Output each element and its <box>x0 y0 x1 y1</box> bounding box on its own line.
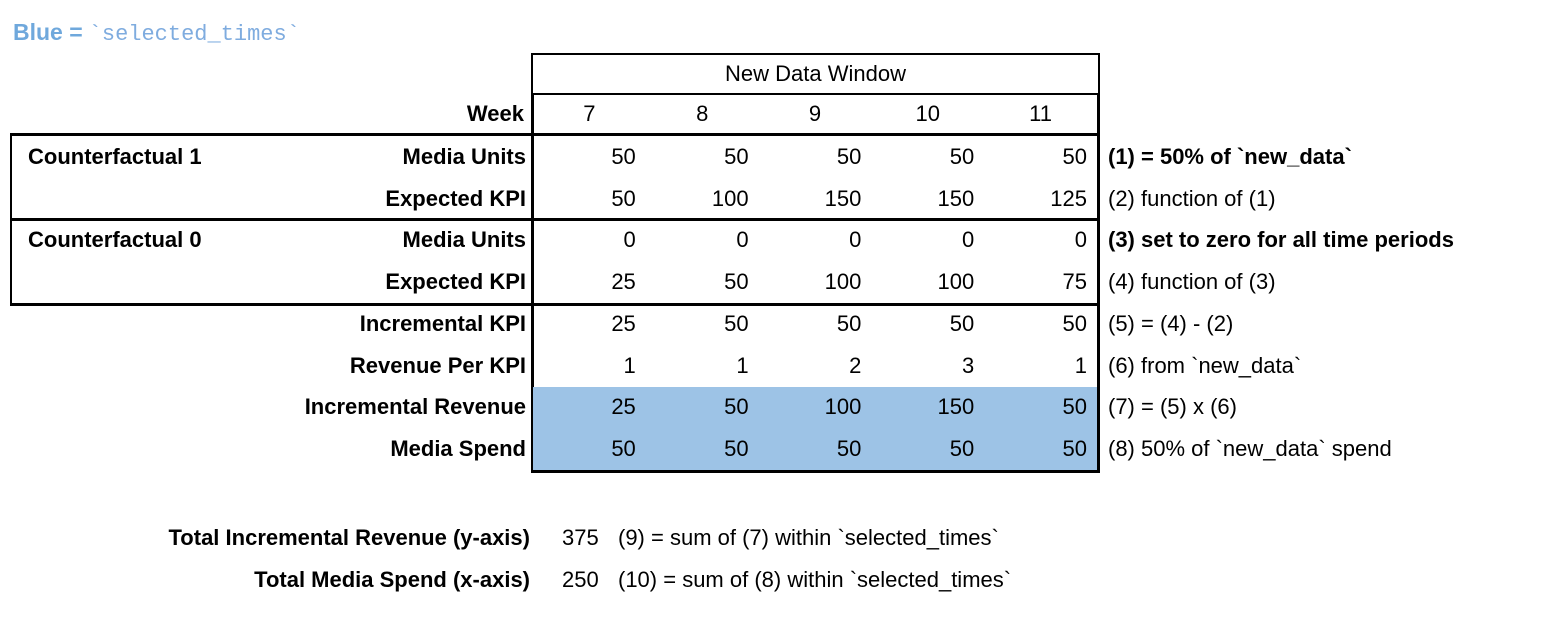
table-cell: 50 <box>724 310 749 336</box>
note-5: (5) = (4) - (2) <box>1108 310 1234 336</box>
table-cell-highlighted: 100 <box>758 386 872 429</box>
table-cell: 50 <box>1062 143 1087 169</box>
data-grid: 50 50 50 50 50 50 100 150 150 125 0 0 0 … <box>533 136 1097 470</box>
legend-label: Blue = <box>13 19 83 45</box>
table-cell: 1 <box>623 352 636 378</box>
table-cell: 125 <box>1050 185 1087 211</box>
legend-code-selected-times: `selected_times` <box>88 22 300 47</box>
week-cell: 9 <box>808 101 822 126</box>
table-cell: 150 <box>824 185 862 211</box>
table-cell-highlighted: 25 <box>533 386 646 429</box>
note-2: (2) function of (1) <box>1108 185 1276 211</box>
table-cell: 0 <box>849 227 862 253</box>
note-3: (3) set to zero for all time periods <box>1108 227 1454 253</box>
divider-line-counterfactuals <box>10 218 1100 221</box>
row-label-revenue-per-kpi: Revenue Per KPI <box>349 352 526 378</box>
table-cell: 25 <box>611 269 636 295</box>
row-labels: Media Units Expected KPI Media Units Exp… <box>0 136 526 470</box>
row-label-media-units-cf1: Media Units <box>402 143 526 169</box>
table-right-border <box>1097 95 1100 473</box>
note-6: (6) from `new_data` <box>1108 352 1302 378</box>
table-cell: 1 <box>1074 352 1087 378</box>
table-cell: 100 <box>937 269 975 295</box>
table-cell: 50 <box>724 143 749 169</box>
week-cell: 8 <box>696 101 709 126</box>
table-cell: 2 <box>849 352 862 378</box>
row-label-media-spend: Media Spend <box>390 436 526 462</box>
table-cell: 50 <box>611 185 636 211</box>
table-cell: 150 <box>937 185 975 211</box>
table-bottom-border <box>531 470 1100 473</box>
group-label-counterfactual-1: Counterfactual 1 <box>28 144 202 169</box>
row-label-incremental-revenue: Incremental Revenue <box>304 394 526 420</box>
total-media-spend-value: 250 <box>562 567 599 592</box>
table-cell: 25 <box>611 310 636 336</box>
table-cell: 1 <box>736 352 749 378</box>
week-cell: 11 <box>1029 101 1053 126</box>
note-4: (4) function of (3) <box>1108 269 1276 295</box>
table-cell: 50 <box>836 143 862 169</box>
note-7: (7) = (5) x (6) <box>1108 394 1237 420</box>
row-label-expected-kpi-cf1: Expected KPI <box>385 185 526 211</box>
row-label-incremental-kpi: Incremental KPI <box>359 310 526 336</box>
table-cell: 0 <box>736 227 749 253</box>
table-cell-highlighted: 50 <box>645 428 759 470</box>
table-cell: 0 <box>623 227 636 253</box>
table-cell-highlighted: 50 <box>533 428 646 470</box>
table-left-border <box>531 95 534 473</box>
note-8: (8) 50% of `new_data` spend <box>1108 436 1392 462</box>
table-cell: 0 <box>1074 227 1087 253</box>
new-data-window-header: New Data Window <box>531 53 1100 95</box>
row-label-expected-kpi-cf0: Expected KPI <box>385 269 526 295</box>
divider-line-below-counterfactual-0 <box>10 303 1100 306</box>
total-incremental-revenue-row: Total Incremental Revenue (y-axis) 375 (… <box>0 517 1544 559</box>
table-cell: 50 <box>836 310 862 336</box>
table-cell: 100 <box>711 185 749 211</box>
week-cell: 7 <box>583 101 596 126</box>
week-label: Week <box>466 101 524 126</box>
table-cell-highlighted: 50 <box>758 428 872 470</box>
week-row: 7 8 9 10 11 <box>533 95 1097 133</box>
week-cell: 10 <box>915 101 941 126</box>
note-10: (10) = sum of (8) within `selected_times… <box>618 567 1012 592</box>
table-cell: 50 <box>611 143 636 169</box>
table-cell: 3 <box>961 352 975 378</box>
table-cell-highlighted: 50 <box>871 428 985 470</box>
total-media-spend-label: Total Media Spend (x-axis) <box>254 567 530 592</box>
table-cell-highlighted: 50 <box>984 386 1097 429</box>
table-cell: 75 <box>1062 269 1087 295</box>
legend: Blue = `selected_times` <box>13 19 300 47</box>
total-incremental-revenue-value: 375 <box>562 525 599 550</box>
table-cell: 50 <box>724 269 749 295</box>
note-1: (1) = 50% of `new_data` <box>1108 143 1352 169</box>
table-cell: 0 <box>961 227 975 253</box>
total-incremental-revenue-label: Total Incremental Revenue (y-axis) <box>168 525 531 550</box>
table-cell: 100 <box>824 269 862 295</box>
divider-line-top <box>10 133 1100 136</box>
row-notes: (1) = 50% of `new_data` (2) function of … <box>1108 136 1544 470</box>
table-cell: 50 <box>1062 310 1087 336</box>
table-cell-highlighted: 150 <box>871 386 985 429</box>
table-cell-highlighted: 50 <box>984 428 1097 470</box>
table-cell: 50 <box>949 310 975 336</box>
group-label-counterfactual-0: Counterfactual 0 <box>28 227 202 252</box>
row-label-media-units-cf0: Media Units <box>402 227 526 253</box>
table-cell-highlighted: 50 <box>645 386 759 429</box>
total-media-spend-row: Total Media Spend (x-axis) 250 (10) = su… <box>0 559 1544 601</box>
note-9: (9) = sum of (7) within `selected_times` <box>618 525 999 550</box>
table-cell: 50 <box>949 143 975 169</box>
